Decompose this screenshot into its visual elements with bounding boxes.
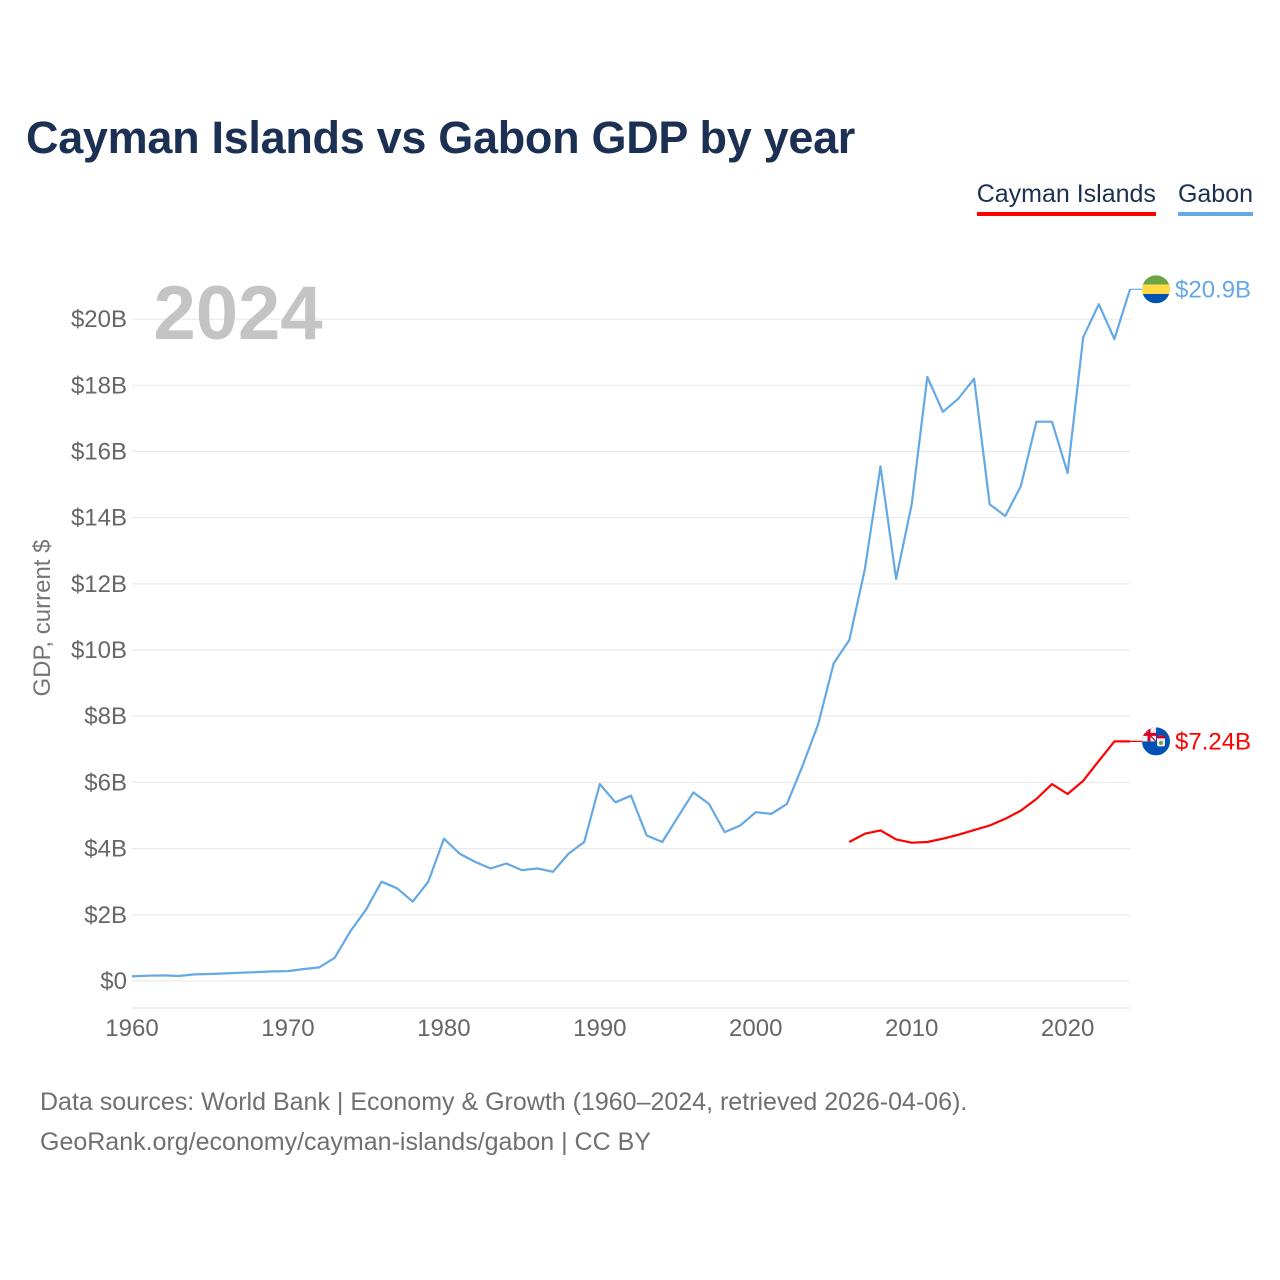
cayman-islands-flag-icon xyxy=(1142,727,1170,756)
source-line-2: GeoRank.org/economy/cayman-islands/gabon… xyxy=(40,1128,651,1156)
legend-item-gabon[interactable]: Gabon xyxy=(1177,180,1253,216)
x-axis: 1960 1970 1980 1990 2000 2010 2020 xyxy=(105,1015,1094,1042)
x-tick-label: 1980 xyxy=(417,1015,470,1042)
series-line-cayman-islands xyxy=(848,740,1130,844)
y-tick-label: $16B xyxy=(71,438,127,465)
end-value-label: $20.9B xyxy=(1175,276,1251,303)
y-tick-label: $14B xyxy=(71,505,127,532)
x-tick-label: 1960 xyxy=(105,1015,158,1042)
source-line-1: Data sources: World Bank | Economy & Gro… xyxy=(40,1088,968,1116)
legend: Cayman Islands Gabon xyxy=(976,180,1253,216)
end-value-label: $7.24B xyxy=(1175,728,1251,755)
x-tick-label: 2020 xyxy=(1041,1015,1094,1042)
source-note: Data sources: World Bank | Economy & Gro… xyxy=(40,1082,967,1162)
x-tick-label: 1970 xyxy=(261,1015,314,1042)
y-tick-label: $18B xyxy=(71,372,127,399)
y-tick-label: $2B xyxy=(84,902,127,929)
series xyxy=(131,288,1132,978)
y-tick-label: $6B xyxy=(84,769,127,796)
x-tick-label: 2010 xyxy=(885,1015,938,1042)
grid xyxy=(132,318,1130,1009)
y-tick-label: $4B xyxy=(84,836,127,863)
gabon-flag-icon xyxy=(1142,275,1170,304)
series-line-gabon xyxy=(131,288,1132,978)
y-tick-label: $10B xyxy=(71,637,127,664)
y-axis: $0 $2B $4B $6B $8B $10B $12B $14B $16B $18B $20B xyxy=(71,306,127,995)
x-tick-label: 2000 xyxy=(729,1015,782,1042)
year-watermark: 2024 xyxy=(153,271,322,356)
y-tick-label: $0 xyxy=(100,968,127,995)
end-labels: $20.9B $7.24B xyxy=(1130,275,1251,756)
y-tick-label: $20B xyxy=(71,306,127,333)
legend-item-cayman-islands[interactable]: Cayman Islands xyxy=(976,180,1156,216)
x-tick-label: 1990 xyxy=(573,1015,626,1042)
y-axis-label: GDP, current $ xyxy=(29,540,56,697)
chart-title: Cayman Islands vs Gabon GDP by year xyxy=(26,112,856,163)
y-tick-label: $12B xyxy=(71,571,127,598)
y-tick-label: $8B xyxy=(84,703,127,730)
